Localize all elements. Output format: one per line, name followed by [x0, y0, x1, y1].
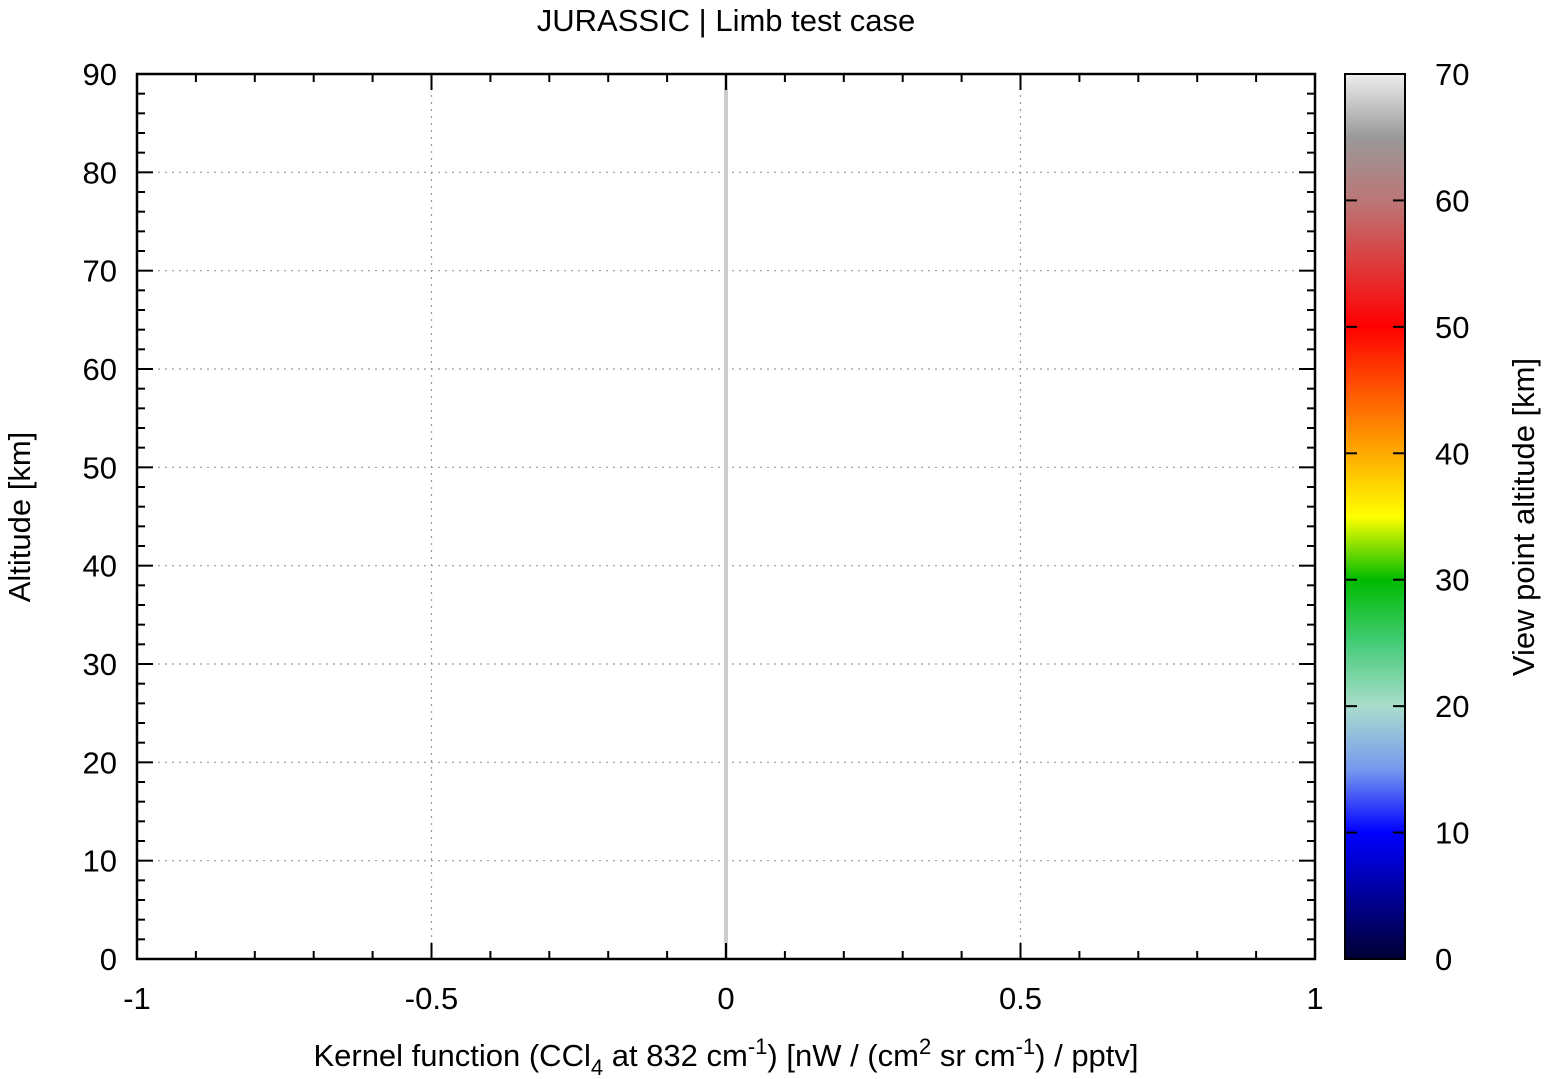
colorbar-tick-label: 40 [1435, 436, 1469, 471]
colorbar-tick-label: 20 [1435, 689, 1469, 724]
colorbar-tick-label: 30 [1435, 563, 1469, 598]
colorbar-frame [1344, 73, 1406, 960]
colorbar-tick-label: 50 [1435, 310, 1469, 345]
y-tick-label: 0 [100, 942, 117, 977]
colorbar-title: View point altitude [km] [1506, 358, 1541, 676]
colorbar-tick-label: 0 [1435, 942, 1452, 977]
y-tick-label: 50 [83, 450, 117, 485]
x-axis-title: Kernel function (CCl4 at 832 cm-1) [nW /… [313, 1034, 1138, 1079]
y-tick-label: 90 [83, 57, 117, 92]
y-tick-label: 80 [83, 155, 117, 190]
colorbar-tick-label: 70 [1435, 57, 1469, 92]
y-tick-label: 70 [83, 254, 117, 289]
x-tick-label: -0.5 [405, 981, 458, 1016]
x-tick-label: 0.5 [999, 981, 1042, 1016]
y-tick-label: 60 [83, 352, 117, 387]
colorbar-tick-labels: 0 10 20 30 40 50 60 70 [1435, 57, 1469, 977]
y-tick-label: 30 [83, 647, 117, 682]
y-tick-label: 10 [83, 844, 117, 879]
y-axis-title: Altitude [km] [2, 432, 37, 603]
y-tick-labels: 0 10 20 30 40 50 60 70 80 90 [83, 57, 117, 977]
x-tick-label: 1 [1306, 981, 1323, 1016]
chart-title: JURASSIC | Limb test case [537, 3, 915, 38]
colorbar-tick-label: 10 [1435, 816, 1469, 851]
colorbar-tick-label: 60 [1435, 183, 1469, 218]
y-tick-label: 20 [83, 745, 117, 780]
y-tick-label: 40 [83, 549, 117, 584]
x-tick-label: -1 [123, 981, 151, 1016]
x-tick-label: 0 [717, 981, 734, 1016]
x-tick-labels: -1 -0.5 0 0.5 1 [123, 981, 1323, 1016]
colorbar [1345, 74, 1405, 959]
plot-frame [135, 72, 1317, 961]
